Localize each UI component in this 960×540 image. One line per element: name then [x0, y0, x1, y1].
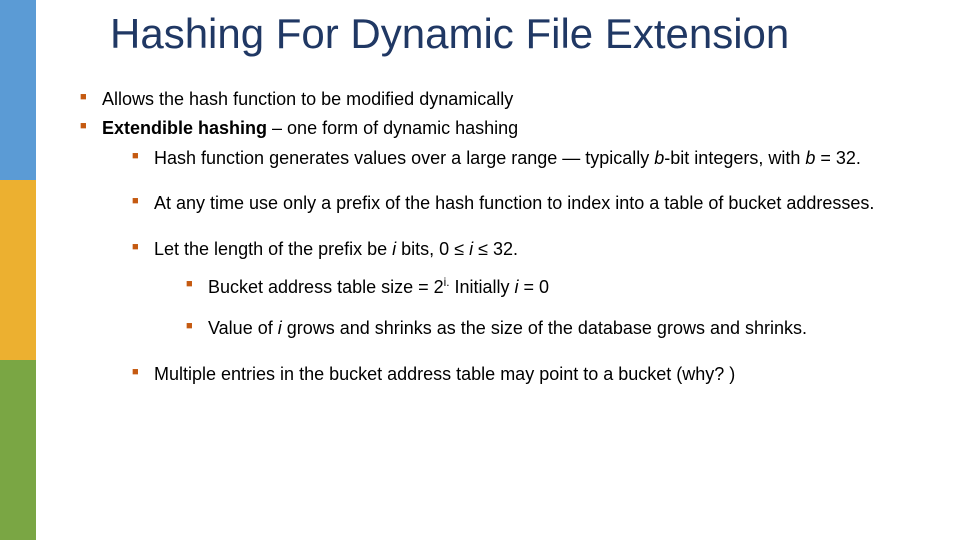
bullet-1: Allows the hash function to be modified … [80, 88, 920, 111]
slide-body: Allows the hash function to be modified … [80, 88, 920, 408]
bullet-2c2-t1: Value of [208, 318, 278, 338]
bullet-2a-var2: b [805, 148, 815, 168]
bullet-2c1-t1: Bucket address table size = 2 [208, 277, 444, 297]
bullet-2a-var1: b [654, 148, 664, 168]
bullet-2a-t3: = 32. [815, 148, 861, 168]
bullet-2c2: Value of i grows and shrinks as the size… [186, 317, 920, 340]
bullet-2c1-t2: Initially [449, 277, 514, 297]
bullet-2: Extendible hashing – one form of dynamic… [80, 117, 920, 386]
bullet-2a-t2: -bit integers, with [664, 148, 805, 168]
slide-title: Hashing For Dynamic File Extension [110, 10, 920, 58]
bullet-2-rest: – one form of dynamic hashing [267, 118, 518, 138]
bullet-2c-t1: Let the length of the prefix be [154, 239, 392, 259]
left-stripe-top [0, 0, 36, 180]
left-stripe-mid [0, 180, 36, 360]
bullet-2d: Multiple entries in the bucket address t… [132, 363, 920, 386]
bullet-2-term: Extendible hashing [102, 118, 267, 138]
bullet-2a-t1: Hash function generates values over a la… [154, 148, 654, 168]
left-stripe-bot [0, 360, 36, 540]
bullet-2a: Hash function generates values over a la… [132, 147, 920, 170]
bullet-2b: At any time use only a prefix of the has… [132, 192, 920, 215]
bullet-2c1-t3: = 0 [519, 277, 550, 297]
bullet-2c-t3: ≤ 32. [473, 239, 518, 259]
slide: Hashing For Dynamic File Extension Allow… [0, 0, 960, 540]
bullet-2c: Let the length of the prefix be i bits, … [132, 238, 920, 341]
bullet-2c2-t2: grows and shrinks as the size of the dat… [282, 318, 807, 338]
bullet-2c1: Bucket address table size = 2i. Initiall… [186, 275, 920, 299]
bullet-2c-t2: bits, 0 ≤ [396, 239, 469, 259]
